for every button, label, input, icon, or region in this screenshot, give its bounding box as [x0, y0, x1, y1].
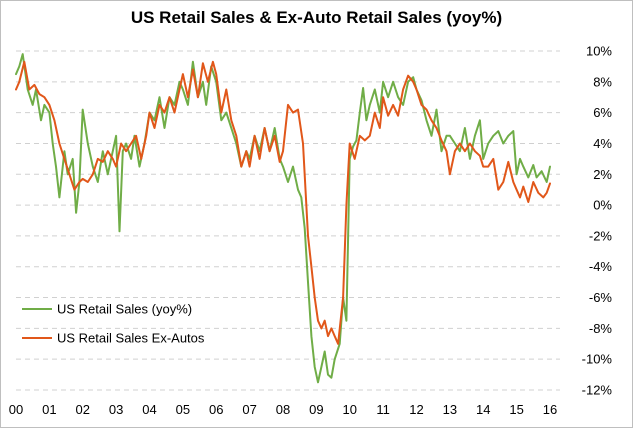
y-tick-label: 6%: [593, 105, 612, 120]
x-tick-label: 00: [9, 402, 23, 417]
x-tick-label: 05: [176, 402, 190, 417]
x-tick-label: 04: [142, 402, 156, 417]
x-tick-label: 12: [409, 402, 423, 417]
x-tick-label: 09: [309, 402, 323, 417]
y-tick-label: -8%: [589, 321, 613, 336]
y-tick-label: 0%: [593, 198, 612, 213]
y-tick-label: 4%: [593, 136, 612, 151]
y-tick-label: 10%: [586, 44, 612, 59]
y-tick-label: 8%: [593, 74, 612, 89]
legend-label-ex-autos: US Retail Sales Ex-Autos: [57, 331, 205, 346]
x-tick-label: 16: [543, 402, 557, 417]
y-tick-label: -2%: [589, 228, 613, 243]
x-tick-label: 14: [476, 402, 490, 417]
x-tick-label: 15: [509, 402, 523, 417]
x-tick-label: 13: [443, 402, 457, 417]
y-tick-label: -6%: [589, 290, 613, 305]
x-tick-label: 07: [242, 402, 256, 417]
y-tick-label: -4%: [589, 259, 613, 274]
x-tick-label: 02: [76, 402, 90, 417]
x-tick-label: 03: [109, 402, 123, 417]
y-tick-label: -12%: [582, 383, 613, 398]
y-tick-label: 2%: [593, 167, 612, 182]
series-line-ex-autos: [15, 60, 551, 345]
x-tick-label: 01: [42, 402, 56, 417]
y-tick-label: -10%: [582, 352, 613, 367]
x-tick-label: 11: [376, 402, 390, 417]
x-tick-label: 06: [209, 402, 223, 417]
legend-label-retail-sales: US Retail Sales (yoy%): [57, 302, 192, 317]
x-tick-label: 10: [343, 402, 357, 417]
chart-title: US Retail Sales & Ex-Auto Retail Sales (…: [130, 8, 503, 27]
x-tick-label: 08: [276, 402, 290, 417]
